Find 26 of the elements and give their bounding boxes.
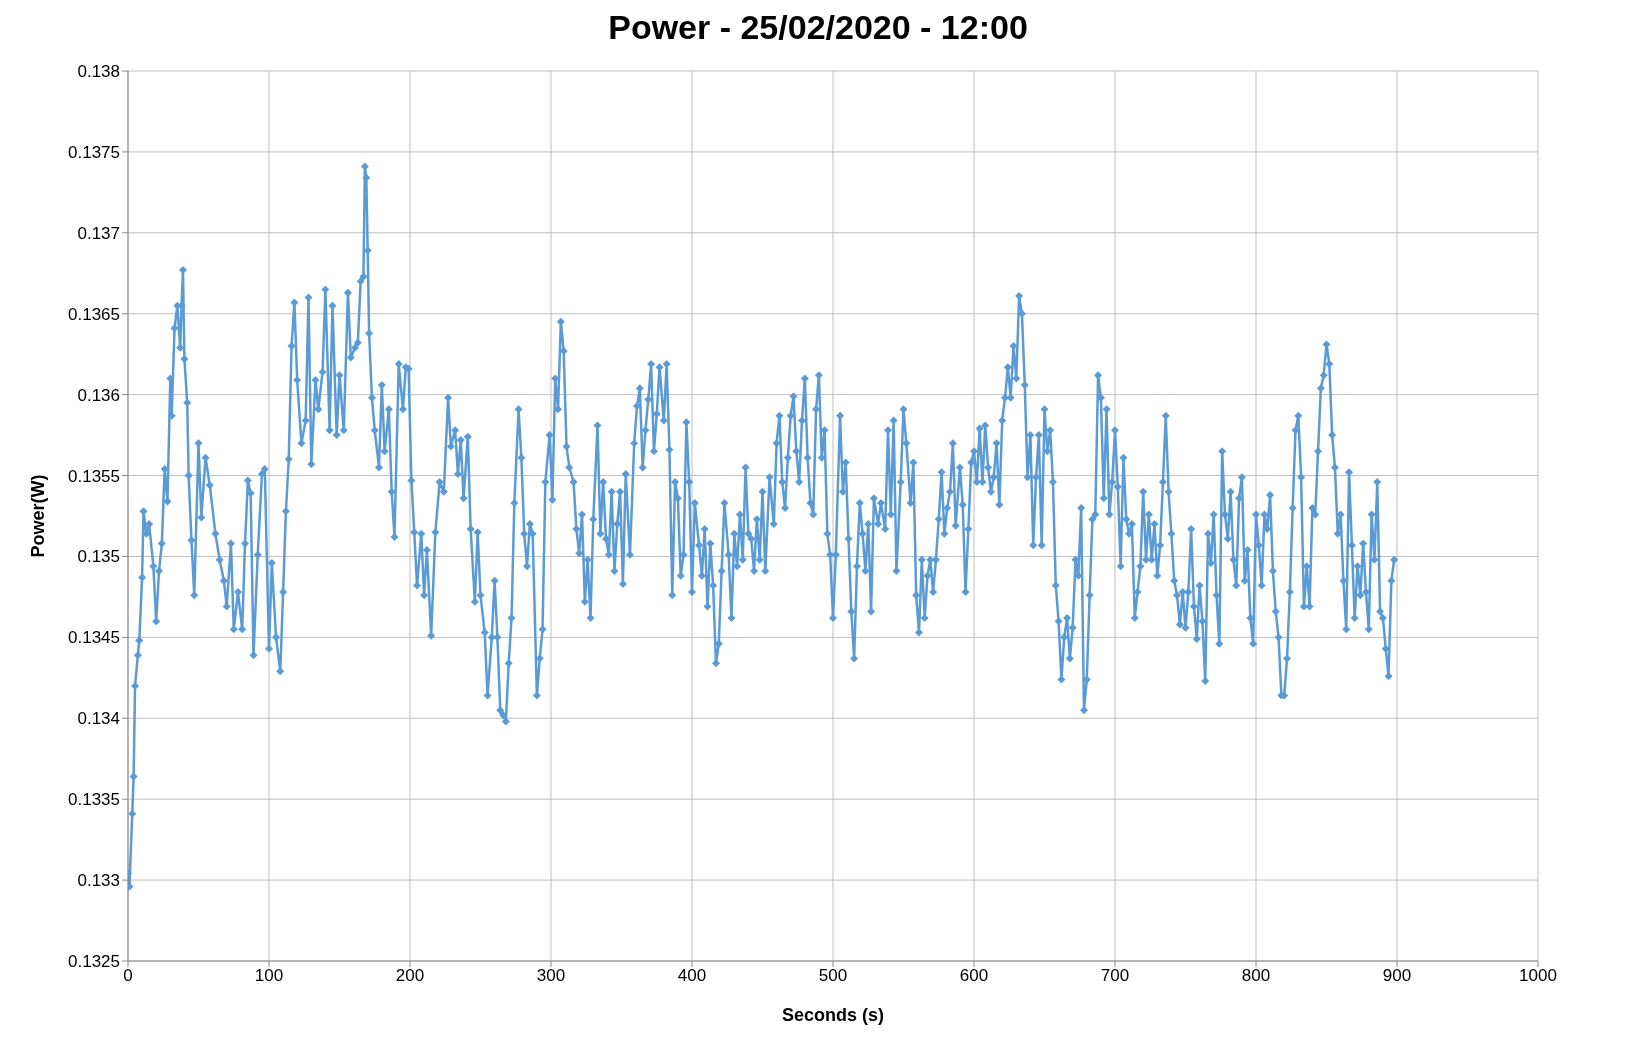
y-tick-label: 0.1375 [68,142,120,162]
x-tick-label: 800 [1241,966,1271,986]
x-tick-label: 300 [536,966,566,986]
x-tick-label: 900 [1382,966,1412,986]
y-tick-label: 0.133 [77,871,120,891]
x-tick-label: 700 [1100,966,1130,986]
y-tick-label: 0.134 [77,709,120,729]
x-tick-label: 500 [818,966,848,986]
y-tick-label: 0.1345 [68,628,120,648]
y-tick-label: 0.135 [77,547,120,567]
y-tick-label: 0.1335 [68,790,120,810]
x-tick-label: 200 [395,966,425,986]
chart-title: Power - 25/02/2020 - 12:00 [607,8,1029,47]
x-tick-label: 600 [959,966,989,986]
x-tick-label: 100 [254,966,284,986]
y-axis-title: Power(W) [28,474,49,558]
y-tick-label: 0.136 [77,385,120,405]
x-tick-label: 0 [123,966,133,986]
y-tick-label: 0.1325 [68,952,120,972]
y-tick-label: 0.137 [77,223,120,243]
x-tick-label: 400 [677,966,707,986]
y-tick-label: 0.1365 [68,304,120,324]
x-axis-title: Seconds (s) [781,1005,885,1025]
x-tick-label: 1000 [1519,966,1557,986]
y-tick-label: 0.1355 [68,466,120,486]
y-tick-label: 0.138 [77,62,120,82]
